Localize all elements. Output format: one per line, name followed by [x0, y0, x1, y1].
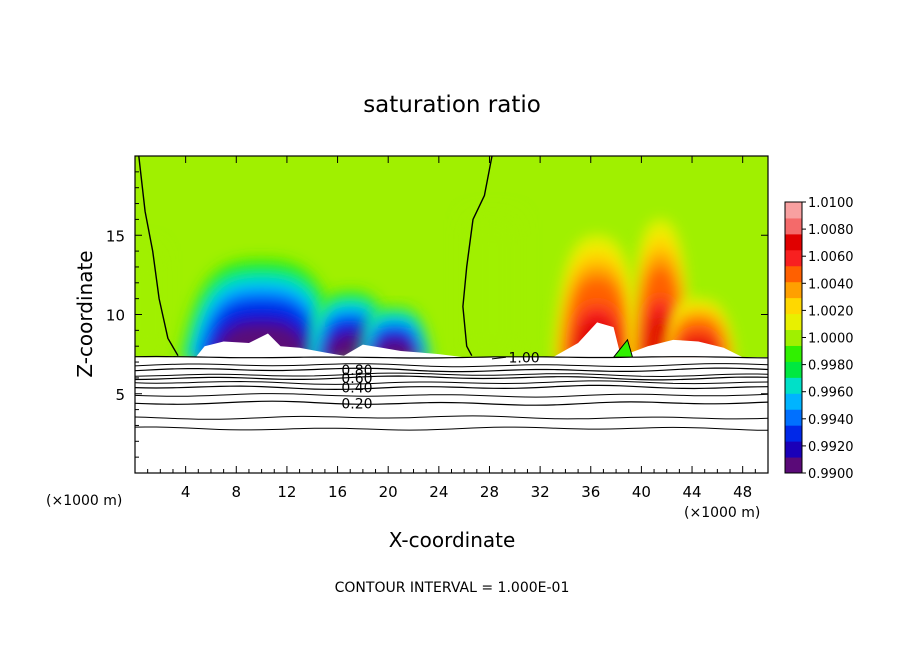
x-tick-label: 32: [531, 483, 550, 501]
colorbar-label: 0.9960: [808, 386, 854, 401]
x-unit-left: (×1000 m): [46, 493, 122, 509]
saturation-field: [135, 156, 768, 473]
contour-label-leader: [491, 356, 506, 360]
x-tick-label: 16: [328, 483, 347, 501]
colorbar-swatch: [785, 329, 802, 346]
contour-line-unlabeled: [135, 380, 768, 385]
x-tick-label: 40: [632, 483, 651, 501]
colorbar-label: 0.9940: [808, 413, 854, 428]
y-tick-label: 10: [106, 307, 125, 325]
contour-label-1.00: 1.00: [508, 350, 539, 366]
contour-line-unlabeled: [135, 426, 768, 431]
saturation-boundary-left: [138, 156, 179, 357]
colorbar-label: 1.0080: [808, 223, 854, 238]
colorbar-swatch: [785, 202, 802, 219]
plot-area: 0.200.400.600.80 1.00: [135, 156, 768, 473]
below-range-left: [195, 333, 465, 358]
colorbar-label: 0.9980: [808, 359, 854, 374]
x-tick-label: 48: [733, 483, 752, 501]
colorbar-swatch: [785, 265, 802, 283]
colorbar-label: 1.0020: [808, 304, 854, 319]
colorbar-swatch: [785, 249, 802, 267]
colorbar-label: 0.9920: [808, 440, 854, 455]
colorbar-swatch: [785, 233, 802, 251]
colorbar-swatch: [785, 345, 802, 362]
colorbar-label: 0.9900: [808, 467, 854, 482]
contour-line-0.80: [135, 367, 768, 373]
y-tick-label: 5: [115, 386, 125, 404]
contour-label-0.40: 0.40: [341, 380, 372, 396]
contour-lines: 0.200.400.600.80 1.00: [135, 156, 768, 431]
y-tick-label: 15: [106, 227, 125, 245]
colorbar-swatch: [785, 441, 802, 458]
moist-plume-1: [552, 235, 642, 362]
colorbar-label: 1.0000: [808, 332, 854, 347]
x-axis-label: X-coordinate: [389, 528, 516, 552]
colorbar-label: 1.0040: [808, 277, 854, 292]
above-range-right: [552, 322, 743, 358]
saturation-boundary-right: [462, 156, 493, 357]
x-unit-right: (×1000 m): [684, 505, 760, 521]
colorbar-swatch: [785, 393, 802, 410]
x-tick-label: 8: [232, 483, 242, 501]
colorbar-swatch: [785, 457, 802, 474]
x-tick-label: 36: [581, 483, 600, 501]
left-moist-fringe: [135, 251, 155, 358]
colorbar-swatch: [785, 409, 802, 426]
right-moist-fringe: [470, 219, 515, 358]
contour-label-0.80: 0.80: [341, 363, 372, 379]
contour-interval-note: CONTOUR INTERVAL = 1.000E-01: [335, 580, 570, 596]
contour-line-0.20: [135, 400, 768, 406]
colorbar-label: 1.0100: [808, 196, 854, 211]
colorbar-swatch: [785, 425, 802, 442]
colorbar-swatch: [785, 361, 802, 378]
x-tick-label: 24: [429, 483, 448, 501]
x-tick-label: 4: [181, 483, 191, 501]
contour-label-0.20: 0.20: [341, 396, 372, 412]
contour-line-1.00: [135, 355, 768, 359]
x-tick-label: 12: [277, 483, 296, 501]
x-tick-label: 20: [379, 483, 398, 501]
contour-line-unlabeled: [135, 372, 768, 378]
colorbar-swatch: [785, 281, 802, 299]
y-axis-label: Z-coordinate: [73, 250, 97, 377]
chart-title: saturation ratio: [363, 92, 541, 118]
x-tick-label: 44: [682, 483, 701, 501]
colorbar-swatch: [785, 297, 802, 315]
field-fringe: [135, 219, 515, 358]
colorbar-swatch: [785, 217, 802, 235]
colorbar-label: 1.0060: [808, 250, 854, 265]
contour-line-unlabeled: [135, 415, 768, 420]
contour-line-unlabeled: [135, 363, 768, 368]
x-tick-label: 28: [480, 483, 499, 501]
contour-line-0.40: [135, 384, 768, 391]
colorbar-swatch: [785, 313, 802, 331]
colorbar-swatch: [785, 377, 802, 394]
contour-line-unlabeled: [135, 393, 768, 398]
contour-label-0.60: 0.60: [341, 371, 372, 387]
contour-line-0.60: [135, 375, 768, 381]
colorbar: 1.0100 1.0080 1.0060 1.0040 1.0020 1.0000 0.99…: [784, 196, 854, 482]
